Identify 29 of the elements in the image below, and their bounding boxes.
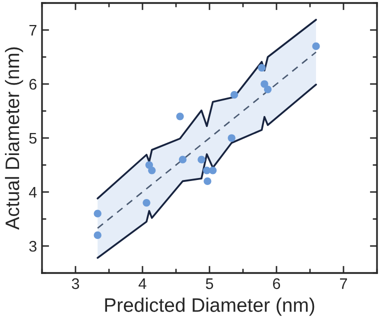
- point: [204, 177, 212, 186]
- point: [230, 90, 238, 99]
- y-tick-label: 5: [29, 133, 36, 144]
- point: [176, 112, 184, 120]
- point: [178, 156, 187, 164]
- point: [142, 198, 150, 207]
- x-tick-label: 3: [72, 278, 80, 290]
- point: [312, 42, 320, 50]
- x-tick-label: 5: [206, 278, 214, 290]
- point: [148, 166, 156, 174]
- point: [198, 156, 206, 164]
- line-series: [96, 84, 317, 259]
- point: [258, 64, 266, 72]
- y-tick-label: 3: [29, 240, 36, 252]
- x-tick-label: 6: [273, 278, 280, 290]
- point: [209, 166, 217, 174]
- x-axis-title: Predicted Diameter (nm): [105, 298, 314, 316]
- x-tick-label: 7: [340, 278, 347, 289]
- y-tick-label: 6: [29, 78, 36, 90]
- point: [94, 231, 102, 240]
- x-tick-label: 4: [138, 278, 146, 289]
- point: [94, 210, 102, 218]
- y-tick-label: 4: [28, 187, 37, 198]
- point: [264, 86, 272, 94]
- line-series: [96, 18, 317, 200]
- line-series: [96, 51, 317, 229]
- y-axis-title: Actual Diameter (nm): [4, 47, 24, 230]
- y-tick-label: 7: [29, 25, 36, 36]
- point: [228, 134, 236, 142]
